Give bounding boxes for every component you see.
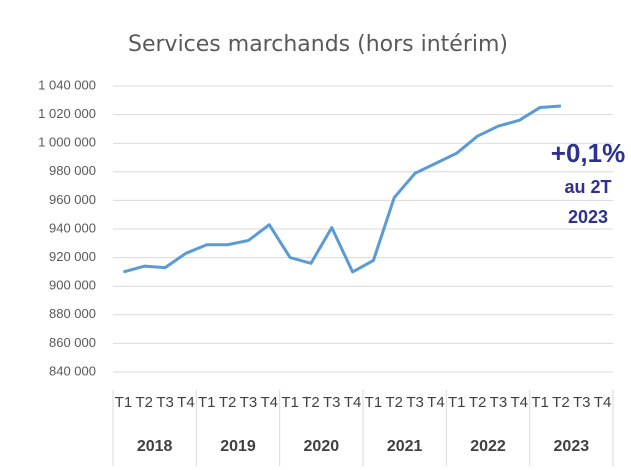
x-tick-label: T1 [531,394,549,411]
y-tick-label: 920 000 [49,249,96,264]
x-tick-label: T4 [344,394,362,411]
x-tick-label: T4 [260,394,278,411]
x-tick-label: T1 [365,394,383,411]
x-tick-label: T2 [302,394,320,411]
annotation: +0,1% [551,138,625,168]
x-tick-label: T4 [594,394,612,411]
x-tick-label: T3 [240,394,258,411]
y-tick-label: 1 020 000 [38,106,96,121]
chart-title: Services marchands (hors intérim) [128,32,508,57]
x-group-label: 2021 [387,438,423,455]
x-tick-label: T2 [385,394,403,411]
y-tick-label: 980 000 [49,163,96,178]
x-tick-label: T2 [552,394,570,411]
x-group-label: 2019 [220,438,256,455]
x-tick-label: T3 [156,394,174,411]
x-tick-label: T2 [135,394,153,411]
y-tick-label: 860 000 [49,335,96,350]
y-tick-label: 1 040 000 [38,77,96,92]
x-tick-label: T1 [198,394,216,411]
y-tick-label: 840 000 [49,363,96,378]
x-tick-label: T4 [510,394,528,411]
x-tick-label: T3 [573,394,591,411]
x-tick-label: T1 [281,394,299,411]
y-tick-label: 960 000 [49,192,96,207]
x-tick-label: T3 [406,394,424,411]
x-tick-label: T2 [469,394,487,411]
x-group-label: 2018 [137,438,173,455]
x-tick-label: T2 [219,394,237,411]
data-line [123,104,562,274]
annotation: au 2T [564,177,611,197]
annotation: 2023 [568,207,608,227]
y-tick-label: 1 000 000 [38,135,96,150]
x-tick-label: T4 [177,394,195,411]
y-tick-label: 900 000 [49,278,96,293]
x-group-label: 2022 [470,438,506,455]
x-tick-label: T4 [427,394,445,411]
x-tick-label: T1 [448,394,466,411]
x-group-label: 2020 [304,438,340,455]
x-tick-label: T1 [115,394,133,411]
y-tick-label: 940 000 [49,220,96,235]
x-group-label: 2023 [554,438,590,455]
y-tick-label: 880 000 [49,306,96,321]
x-tick-label: T3 [323,394,341,411]
x-tick-label: T3 [490,394,508,411]
